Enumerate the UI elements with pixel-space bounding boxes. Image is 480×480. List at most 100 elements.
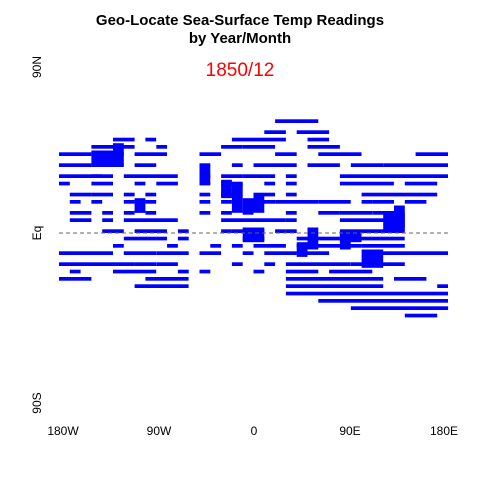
observation-cell-95 <box>339 229 405 233</box>
observation-cell-106 <box>253 244 286 248</box>
observation-cell-26 <box>350 163 384 167</box>
observation-cell-121 <box>264 262 276 266</box>
observation-cell-82 <box>123 218 178 222</box>
observation-cell-125 <box>113 269 157 274</box>
observation-cell-0 <box>275 119 319 123</box>
observation-cell-109 <box>59 251 113 255</box>
observation-cell-74 <box>221 211 232 215</box>
observation-cell-78 <box>339 211 373 215</box>
observation-cell-22 <box>199 163 211 167</box>
observation-cell-40 <box>156 181 178 186</box>
observation-cell-12 <box>59 152 92 156</box>
dense-patch-15 <box>394 205 405 228</box>
observation-cell-117 <box>59 262 135 266</box>
observation-cell-38 <box>91 181 113 186</box>
observation-cell-46 <box>404 181 438 186</box>
dense-patch-1 <box>113 143 124 151</box>
observation-cell-11 <box>307 145 340 149</box>
observation-cell-81 <box>102 218 113 222</box>
chart-title-line2: by Year/Month <box>188 30 292 47</box>
observation-cell-111 <box>156 251 189 255</box>
observation-cell-71 <box>123 211 135 215</box>
dense-patch-8 <box>253 194 265 213</box>
observation-cell-24 <box>253 163 297 167</box>
observation-cell-130 <box>329 269 373 274</box>
observation-cell-132 <box>145 277 189 281</box>
observation-cell-45 <box>339 181 394 186</box>
x-tick-label-0: 0 <box>250 424 258 438</box>
observation-cell-16 <box>275 152 297 156</box>
dense-patch-5 <box>231 183 243 213</box>
observation-cell-135 <box>134 284 189 288</box>
observation-cell-30 <box>123 174 178 178</box>
observation-cell-138 <box>285 291 448 296</box>
observation-cell-102 <box>113 244 124 248</box>
y-tick-label-eq: Eq <box>30 225 44 241</box>
observation-cell-15 <box>199 152 222 156</box>
observation-cell-50 <box>145 192 157 197</box>
observation-cell-116 <box>372 251 448 255</box>
observation-cell-101 <box>339 236 405 241</box>
observation-cell-58 <box>91 200 103 204</box>
observation-cell-54 <box>285 192 297 197</box>
observation-cell-25 <box>307 163 340 167</box>
observation-cell-69 <box>69 211 92 215</box>
observation-cell-10 <box>242 145 276 149</box>
observation-cell-57 <box>69 200 81 204</box>
observation-cell-29 <box>91 174 113 178</box>
observation-cell-5 <box>231 137 286 142</box>
observation-cell-112 <box>199 251 222 255</box>
observation-cell-43 <box>264 181 276 186</box>
observation-cell-49 <box>123 192 135 197</box>
observation-cell-122 <box>285 262 351 266</box>
observation-cell-17 <box>318 152 362 156</box>
observation-cell-110 <box>123 251 157 255</box>
observation-cell-77 <box>318 211 340 215</box>
y-tick-label-90n: 90N <box>30 56 44 79</box>
observation-cell-86 <box>339 218 394 222</box>
observation-cell-28 <box>59 174 103 178</box>
observation-cell-94 <box>285 229 297 233</box>
observation-cell-36 <box>339 174 448 178</box>
observation-cell-23 <box>231 163 243 167</box>
observation-cell-67 <box>372 200 394 204</box>
observation-cell-128 <box>253 269 265 274</box>
observation-cell-129 <box>285 269 319 274</box>
observation-cell-103 <box>167 244 178 248</box>
x-tick-label-90e: 90E <box>339 424 361 438</box>
observation-cell-9 <box>221 145 243 149</box>
observation-cell-104 <box>210 244 222 248</box>
dense-patch-7 <box>242 227 265 243</box>
observation-cell-62 <box>221 200 232 204</box>
observation-cell-41 <box>199 181 211 186</box>
observation-cell-18 <box>415 152 448 156</box>
dense-patch-9 <box>296 242 308 257</box>
observation-cell-70 <box>102 211 113 215</box>
observation-cell-108 <box>361 244 405 248</box>
observation-cell-27 <box>383 163 448 167</box>
observation-cell-134 <box>394 277 427 281</box>
y-tick-label-90s: 90S <box>30 392 44 414</box>
observation-cell-100 <box>296 236 340 241</box>
observation-cell-39 <box>134 181 146 186</box>
observation-cell-73 <box>199 211 211 215</box>
observation-cell-90 <box>221 229 232 233</box>
dense-patch-2 <box>134 198 146 213</box>
observation-cell-118 <box>134 262 157 266</box>
observation-cell-37 <box>59 181 70 186</box>
dense-patch-3 <box>199 165 211 184</box>
dense-patch-10 <box>307 227 319 250</box>
observation-cell-59 <box>123 200 135 204</box>
observation-cell-113 <box>242 251 254 255</box>
observation-cell-4 <box>145 137 157 142</box>
observation-cell-51 <box>199 192 211 197</box>
observation-cell-107 <box>296 244 362 248</box>
observation-cell-83 <box>221 218 254 222</box>
observation-cell-115 <box>296 251 330 255</box>
observation-cell-136 <box>285 284 384 288</box>
dense-patch-12 <box>339 231 362 243</box>
x-tick-label-90w: 90W <box>146 424 172 438</box>
observation-cell-34 <box>253 174 276 178</box>
observation-cell-88 <box>134 229 167 233</box>
